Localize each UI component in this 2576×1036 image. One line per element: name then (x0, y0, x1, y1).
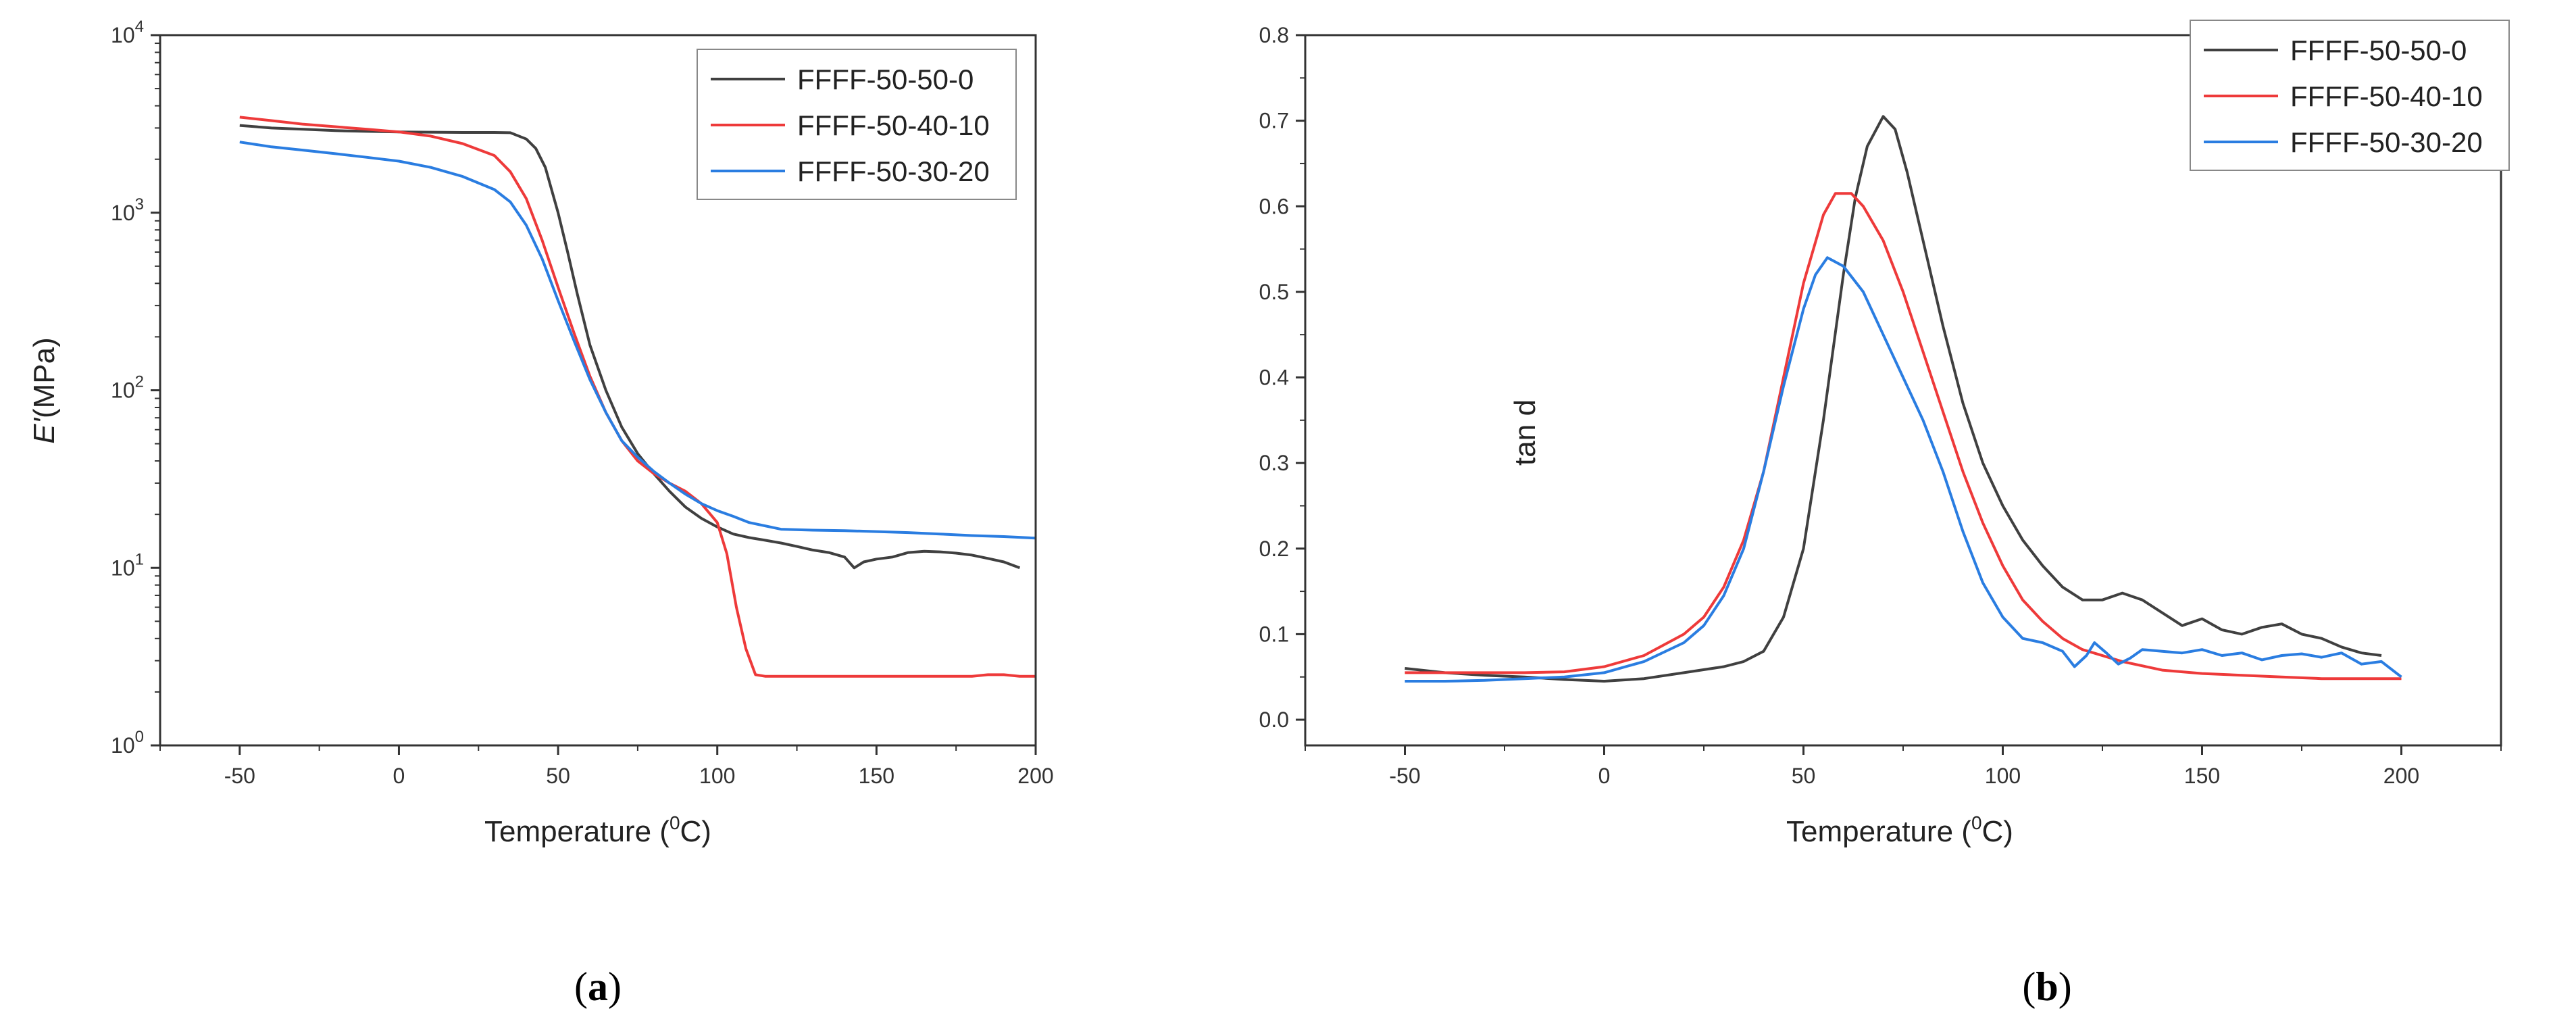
panel-b-x-ticks: -50 0 50 100 150 200 (1305, 745, 2502, 788)
panel-b: -50 0 50 100 150 200 0.0 0.1 0.2 0.3 0.4 0.5 0.6 0.7… (1259, 20, 2510, 1009)
y-tick-label: 0.6 (1259, 194, 1289, 218)
legend-label: FFFF-50-40-10 (2290, 80, 2483, 112)
panel-a-label: (a) (574, 964, 622, 1009)
y-tick-label: 0.7 (1259, 109, 1289, 133)
panel-b-marks (1405, 115, 2402, 683)
y-tick-label: 0.2 (1259, 537, 1289, 561)
panel-a: -50 0 50 100 150 200 100 101 102 103 104 Temperat… (28, 18, 1054, 1009)
x-tick-label: -50 (1389, 764, 1420, 788)
panel-b-series-line-3 (1405, 256, 2402, 683)
panel-a-y-axis-title: E'(MPa) (28, 337, 61, 444)
panel-b-label: (b) (2022, 964, 2071, 1009)
legend-label: FFFF-50-50-0 (797, 64, 974, 95)
panel-a-series-line-2 (239, 116, 1036, 678)
panel-b-series-line-1 (1405, 115, 2382, 683)
x-tick-label: 200 (2383, 764, 2419, 788)
panel-a-series-line-3 (239, 141, 1036, 540)
panel-a-y-ticks: 100 101 102 103 104 (111, 18, 160, 758)
panel-a-x-axis-title: Temperature (0C) (484, 812, 711, 848)
x-tick-label: 150 (2184, 764, 2220, 788)
x-tick-label: 0 (1598, 764, 1611, 788)
x-tick-label: 150 (859, 764, 894, 788)
y-tick-label: 0.3 (1259, 451, 1289, 475)
x-tick-label: -50 (224, 764, 255, 788)
x-tick-label: 50 (546, 764, 570, 788)
panel-a-marks (239, 116, 1036, 678)
x-tick-label: 100 (699, 764, 735, 788)
legend-label: FFFF-50-50-0 (2290, 34, 2467, 66)
y-tick-label: 103 (111, 195, 144, 225)
y-tick-label: 0.5 (1259, 280, 1289, 304)
y-tick-label: 0.8 (1259, 23, 1289, 47)
y-tick-label: 104 (111, 18, 144, 47)
y-tick-label: 0.0 (1259, 708, 1289, 732)
y-tick-label: 0.4 (1259, 366, 1289, 390)
panel-a-legend: FFFF-50-50-0 FFFF-50-40-10 FFFF-50-30-20 (697, 49, 1017, 200)
x-tick-label: 50 (1792, 764, 1816, 788)
panel-b-y-ticks: 0.0 0.1 0.2 0.3 0.4 0.5 0.6 0.7 0.8 (1259, 23, 1305, 732)
legend-label: FFFF-50-40-10 (797, 109, 990, 141)
legend-label: FFFF-50-30-20 (2290, 126, 2483, 158)
y-tick-label: 100 (111, 728, 144, 758)
y-tick-label: 0.1 (1259, 622, 1289, 646)
x-tick-label: 200 (1017, 764, 1053, 788)
x-tick-label: 0 (393, 764, 405, 788)
panel-b-series-line-2 (1405, 192, 2402, 681)
y-tick-label: 101 (111, 550, 144, 580)
y-tick-label: 102 (111, 373, 144, 403)
panel-b-x-axis-title: Temperature (0C) (1786, 812, 2013, 848)
panel-b-y-axis-title: tan d (1509, 399, 1542, 466)
legend-label: FFFF-50-30-20 (797, 155, 990, 187)
x-tick-label: 100 (1985, 764, 2021, 788)
panel-b-legend: FFFF-50-50-0 FFFF-50-40-10 FFFF-50-30-20 (2190, 20, 2510, 171)
panel-a-series-line-1 (239, 124, 1021, 570)
panel-a-x-ticks: -50 0 50 100 150 200 (159, 745, 1054, 788)
